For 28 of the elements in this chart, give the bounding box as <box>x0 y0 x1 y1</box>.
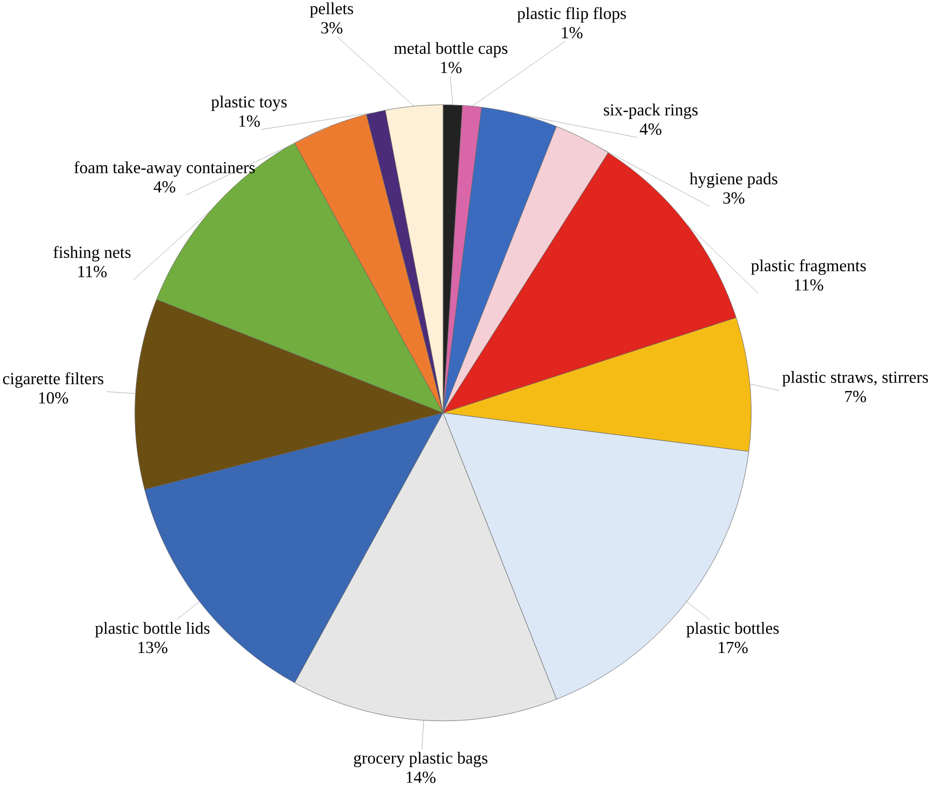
slice-label: fishing nets <box>54 246 131 262</box>
slice-label: plastic bottles <box>686 622 779 638</box>
data-label: 3% <box>321 22 342 34</box>
data-label: 1% <box>562 26 582 38</box>
data-label: 7% <box>845 390 866 402</box>
data-label: 3% <box>723 192 744 204</box>
data-label: 1% <box>239 115 260 127</box>
data-label: 17% <box>718 642 748 654</box>
slice-label: plastic toys <box>211 95 287 111</box>
data-label: 4% <box>640 123 662 135</box>
slice-label: grocery plastic bags <box>354 752 488 767</box>
data-label: 14% <box>406 771 436 783</box>
data-label: 11% <box>794 279 824 290</box>
data-label: 1% <box>441 62 462 74</box>
slice-label: six-pack rings <box>604 103 698 119</box>
slice-label: metal bottle caps <box>394 42 508 58</box>
data-label: 13% <box>138 642 168 654</box>
slice-label: plastic fragments <box>751 259 866 275</box>
data-label: 10% <box>39 392 68 404</box>
slice-label: foam take-away containers <box>74 161 255 177</box>
slice-label: pellets <box>310 2 354 18</box>
slice-label: hygiene pads <box>690 172 778 188</box>
data-label: 11% <box>78 266 107 278</box>
slice-label: cigarette filters <box>3 372 104 388</box>
data-label: 4% <box>154 180 176 192</box>
slice-label: plastic bottle lids <box>95 622 210 638</box>
slice-label: plastic flip flops <box>517 6 626 22</box>
slice-label: plastic straws, stirrers <box>782 370 928 386</box>
